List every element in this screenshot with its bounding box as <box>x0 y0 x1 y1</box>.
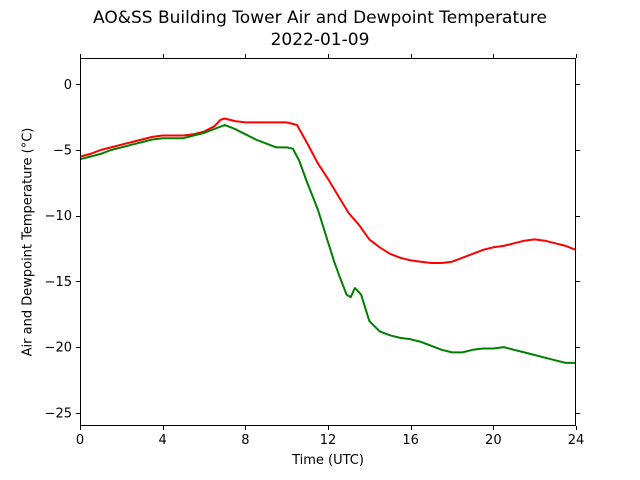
x-axis-label: Time (UTC) <box>292 453 364 468</box>
y-tick-label: −15 <box>45 275 72 290</box>
x-tick-label: 0 <box>76 433 84 448</box>
y-axis-label: Air and Dewpoint Temperature (°C) <box>20 127 36 357</box>
y-tick-label: −5 <box>53 144 72 159</box>
y-tick-label: −25 <box>45 406 72 421</box>
series-layer <box>79 117 577 364</box>
y-tick-label: −10 <box>45 209 72 224</box>
x-tick-label: 8 <box>241 433 249 448</box>
y-tick-label: 0 <box>64 78 72 93</box>
x-tick-label: 16 <box>402 433 419 448</box>
axes-frame <box>80 58 576 426</box>
x-tick-label: 20 <box>485 433 502 448</box>
x-tick-label: 12 <box>320 433 337 448</box>
x-tick-label: 4 <box>159 433 167 448</box>
dewpoint-temperature-line <box>79 124 576 364</box>
x-tick-label: 24 <box>568 433 585 448</box>
y-tick-label: −20 <box>45 341 72 356</box>
chart-title: AO&SS Building Tower Air and Dewpoint Te… <box>92 8 547 28</box>
chart-subtitle-date: 2022-01-09 <box>270 30 370 50</box>
air-temperature-line <box>79 117 577 264</box>
axis-ticks: 0 4 8 12 16 20 24 −25 −20 −15 −10 −5 0 <box>45 54 585 448</box>
